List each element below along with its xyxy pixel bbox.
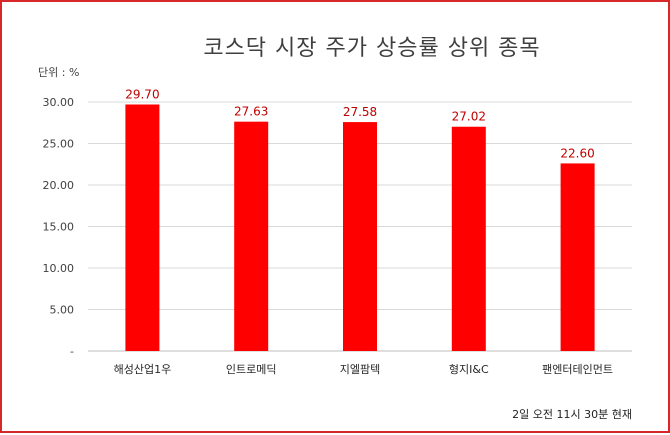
bar xyxy=(560,163,595,351)
bar xyxy=(234,121,269,352)
data-label: 29.70 xyxy=(125,87,159,101)
y-tick-label: - xyxy=(70,345,74,358)
y-tick-label: 10.00 xyxy=(43,262,75,275)
timestamp-note: 2일 오전 11시 30분 현재 xyxy=(512,408,632,421)
bar xyxy=(451,126,486,351)
bar xyxy=(125,104,160,352)
y-tick-label: 15.00 xyxy=(43,221,75,234)
bar xyxy=(343,122,377,351)
unit-label: 단위 : % xyxy=(38,66,80,79)
y-tick-label: 20.00 xyxy=(43,179,75,192)
y-tick-label: 25.00 xyxy=(43,138,75,151)
x-tick-label: 인트로메딕 xyxy=(226,363,277,376)
x-tick-label: 형지I&C xyxy=(449,363,489,376)
y-tick-label: 5.00 xyxy=(50,304,75,317)
x-tick-label: 팬엔터테인먼트 xyxy=(542,363,613,376)
data-label: 27.63 xyxy=(234,105,268,119)
y-tick-label: 30.00 xyxy=(43,96,75,109)
data-label: 22.60 xyxy=(560,146,594,160)
data-label: 27.58 xyxy=(343,105,377,119)
chart-title: 코스닥 시장 주가 상승률 상위 종목 xyxy=(203,36,541,61)
x-tick-label: 해성산업1우 xyxy=(114,362,172,376)
data-label: 27.02 xyxy=(452,110,486,124)
x-tick-label: 지엘팜텍 xyxy=(340,363,380,376)
